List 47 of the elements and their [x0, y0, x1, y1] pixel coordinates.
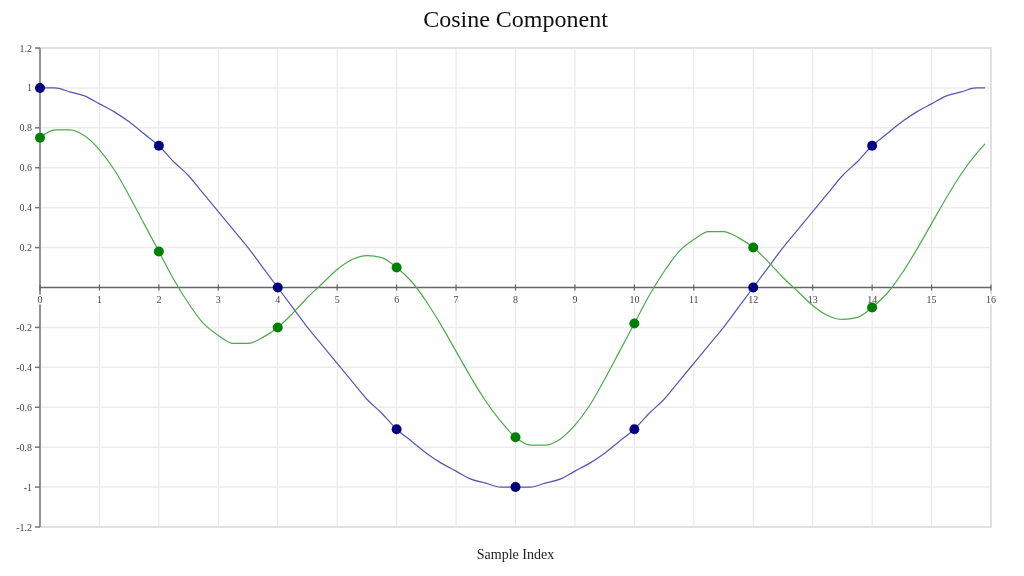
chart-title: Cosine Component: [423, 6, 609, 32]
y-tick-label: -1: [23, 481, 32, 493]
point: [272, 282, 283, 293]
y-tick-label: 0.4: [19, 202, 32, 214]
x-tick-label: 4: [275, 293, 281, 305]
y-tick-label: 0.2: [19, 242, 32, 254]
point: [748, 282, 759, 293]
point: [629, 424, 640, 435]
y-tick-label: 0.8: [19, 122, 32, 134]
x-tick-label: 7: [453, 293, 459, 305]
x-tick-label: 0: [37, 293, 43, 305]
point: [391, 424, 402, 435]
x-tick-label: 12: [748, 293, 759, 305]
y-tick-label: -1.2: [16, 521, 32, 533]
x-tick-label: 9: [572, 293, 578, 305]
point: [867, 140, 878, 151]
x-axis-title: Sample Index: [476, 547, 555, 562]
x-tick-label: 5: [334, 293, 340, 305]
point: [510, 482, 521, 493]
point: [35, 132, 45, 143]
point: [629, 318, 640, 329]
point: [35, 82, 45, 93]
point: [153, 246, 164, 257]
y-tick-label: -0.4: [16, 361, 32, 373]
point: [272, 322, 283, 333]
x-tick-label: 13: [807, 293, 818, 305]
y-tick-label: 1: [27, 82, 32, 94]
y-tick-label: 1.2: [19, 42, 32, 54]
x-tick-label: 11: [688, 293, 699, 305]
x-tick-label: 3: [215, 293, 221, 305]
x-tick-label: 16: [986, 293, 996, 305]
point: [391, 262, 402, 273]
x-tick-label: 8: [513, 293, 518, 305]
x-tick-label: 14: [867, 293, 878, 305]
x-tick-label: 10: [629, 293, 640, 305]
x-tick-label: 6: [394, 293, 400, 305]
point: [867, 302, 878, 313]
x-tick-label: 1: [96, 293, 102, 305]
point: [153, 140, 164, 151]
y-tick-label: -0.8: [16, 441, 32, 453]
x-tick-label: 15: [926, 293, 937, 305]
y-tick-label: -0.2: [16, 321, 32, 333]
y-tick-label: 0.6: [19, 162, 32, 174]
point: [510, 432, 521, 443]
y-tick-label: -0.6: [16, 401, 32, 413]
point: [748, 242, 759, 253]
x-tick-label: 2: [156, 293, 162, 305]
